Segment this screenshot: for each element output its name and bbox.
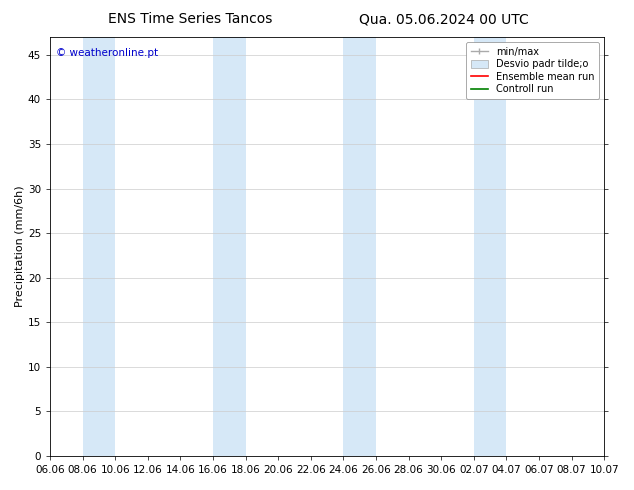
Text: ENS Time Series Tancos: ENS Time Series Tancos xyxy=(108,12,273,26)
Bar xyxy=(82,37,115,456)
Y-axis label: Precipitation (mm/6h): Precipitation (mm/6h) xyxy=(15,186,25,307)
Text: Qua. 05.06.2024 00 UTC: Qua. 05.06.2024 00 UTC xyxy=(359,12,529,26)
Bar xyxy=(474,37,507,456)
Bar xyxy=(213,37,245,456)
Bar xyxy=(604,37,634,456)
Legend: min/max, Desvio padr tilde;o, Ensemble mean run, Controll run: min/max, Desvio padr tilde;o, Ensemble m… xyxy=(466,42,599,99)
Text: © weatheronline.pt: © weatheronline.pt xyxy=(56,48,158,57)
Bar xyxy=(344,37,376,456)
